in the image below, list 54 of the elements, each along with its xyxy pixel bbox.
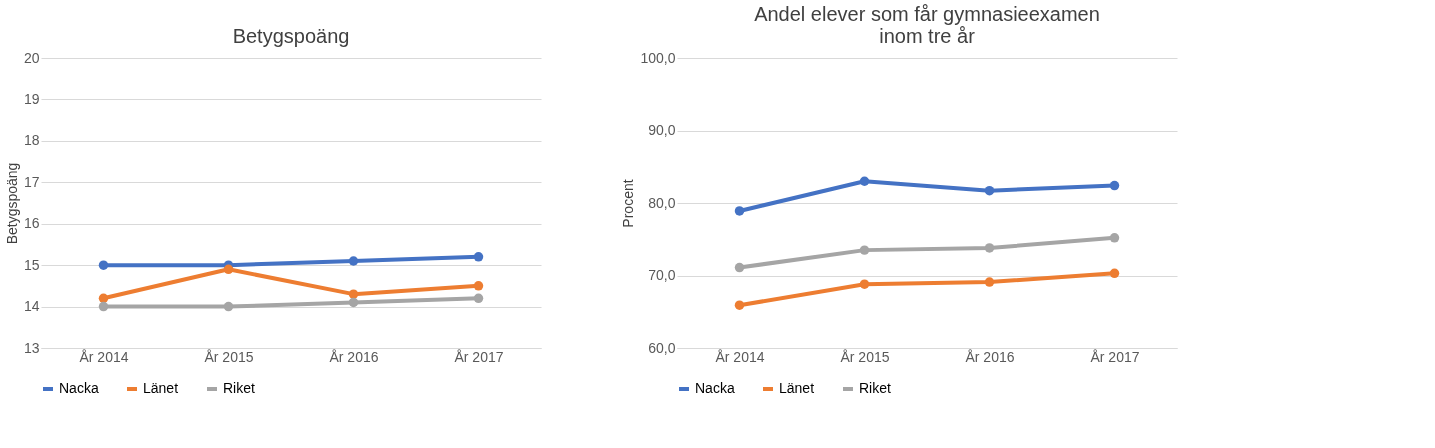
point [98, 260, 109, 270]
y-tick-label: 90,0 [648, 122, 676, 138]
x-tick-label: År 2017 [454, 348, 504, 365]
x-tick-label: År 2017 [1090, 348, 1140, 365]
point [348, 256, 359, 266]
y-tick-label: 100,0 [640, 49, 676, 66]
point [223, 264, 234, 275]
y-tick-label: 13 [23, 339, 40, 356]
point [348, 289, 359, 299]
point [984, 243, 995, 253]
legend-label: Riket [859, 380, 892, 396]
y-tick-label: 14 [23, 298, 40, 315]
point [473, 281, 484, 291]
point [984, 277, 995, 287]
x-tick-label: År 2014 [79, 348, 129, 365]
chart-title: Andel elever som får gymnasieexamen inom tre år [754, 3, 1100, 47]
point [859, 245, 870, 255]
x-tick-label: År 2016 [965, 348, 1015, 365]
x-tick-label: År 2015 [840, 348, 890, 365]
point [984, 185, 995, 196]
y-tick-label: 16 [23, 215, 40, 232]
legend-label: Nacka [59, 380, 99, 396]
point [473, 252, 484, 262]
legend-label: Länet [143, 380, 179, 396]
point [98, 293, 109, 304]
y-axis-title: Betygspoäng [3, 162, 20, 245]
point [98, 301, 109, 312]
y-tick-label: 70,0 [648, 267, 676, 283]
y-tick-label: 15 [23, 256, 40, 273]
point [734, 300, 745, 310]
y-axis-title: Procent [620, 179, 637, 228]
y-tick-label: 20 [23, 49, 40, 66]
y-tick-label: 80,0 [648, 194, 676, 211]
point [859, 279, 870, 289]
y-tick-label: 19 [23, 90, 40, 107]
point [473, 293, 484, 304]
chart-title: Betygspoäng [232, 25, 350, 47]
point [348, 297, 359, 308]
point [223, 301, 234, 312]
point [1109, 268, 1120, 279]
point [734, 206, 745, 216]
x-tick-label: År 2014 [715, 348, 765, 365]
point [734, 262, 745, 273]
y-tick-label: 60,0 [648, 339, 676, 356]
legend-label: Länet [779, 380, 815, 396]
point [859, 176, 870, 186]
legend-label: Nacka [695, 380, 735, 396]
point [1109, 180, 1120, 191]
y-tick-label: 17 [23, 173, 40, 190]
legend-label: Riket [223, 380, 256, 396]
x-tick-label: År 2016 [329, 348, 379, 365]
y-tick-label: 18 [23, 132, 40, 149]
x-tick-label: År 2015 [204, 348, 254, 365]
point [1109, 233, 1120, 243]
